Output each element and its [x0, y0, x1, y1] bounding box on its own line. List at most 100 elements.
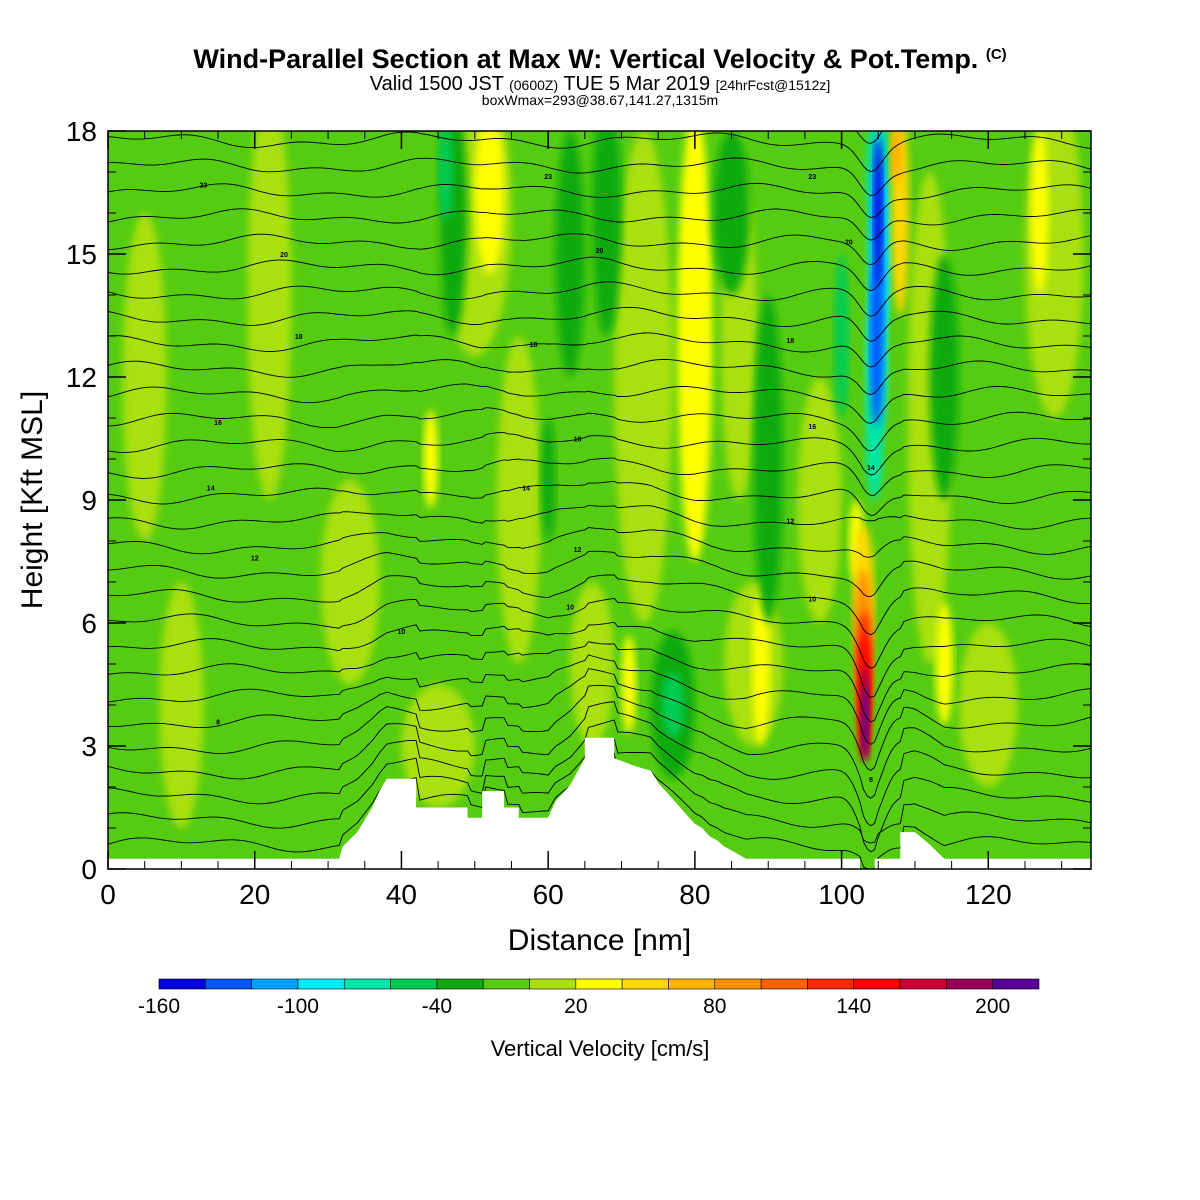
copyright-mark: (C)	[985, 46, 1007, 63]
title-main: Wind-Parallel Section at Max W: Vertical…	[193, 44, 979, 74]
isentrope-label: 10	[808, 596, 816, 603]
velocity-cell	[247, 131, 292, 500]
forecast-date: TUE 5 Mar 2019	[563, 73, 711, 95]
isentrope-label: 20	[596, 248, 604, 255]
colorbar-swatch	[992, 978, 1040, 990]
velocity-cell	[873, 139, 883, 287]
velocity-cell	[929, 254, 959, 500]
isentrope-label: 10	[566, 605, 574, 612]
isentrope-line	[108, 719, 1091, 853]
utc-time: (0600Z)	[509, 77, 559, 93]
isentrope-label: 23	[808, 174, 816, 181]
valid-time-line: Valid 1500 JST (0600Z) TUE 5 Mar 2019 [2…	[0, 73, 1200, 96]
isentrope-label: 16	[214, 420, 222, 427]
velocity-cell	[752, 582, 770, 746]
colorbar: -160 -100 -40 20 80 140 200 Vertical Velocity […	[138, 978, 1040, 1061]
isentrope-line	[108, 701, 1091, 827]
colorbar-swatch	[482, 978, 530, 990]
isentrope-label: 10	[398, 629, 406, 636]
isentrope-label: 16	[808, 424, 816, 431]
isentrope-line	[108, 182, 1091, 218]
velocity-cell	[614, 131, 673, 623]
y-tick-label: 9	[81, 485, 97, 516]
velocity-cell	[834, 254, 849, 418]
colorbar-swatch	[621, 978, 669, 990]
isentrope-line	[108, 621, 1091, 698]
colorbar-tick-label: 80	[703, 995, 726, 1018]
isentrope-line	[108, 358, 1091, 395]
colorbar-tick-label: 140	[836, 995, 871, 1018]
isentrope-line	[108, 457, 1091, 496]
colorbar-label: Vertical Velocity [cm/s]	[491, 1036, 710, 1061]
y-tick-label: 3	[81, 731, 97, 762]
isentrope-line	[108, 281, 1091, 317]
isentrope-label: 16	[574, 437, 582, 444]
velocity-cell	[159, 582, 204, 828]
colorbar-tick-label: -100	[277, 995, 319, 1018]
colorbar-tick-label: -40	[422, 995, 452, 1018]
x-tick-label: 40	[386, 879, 417, 910]
velocity-cell	[438, 131, 453, 222]
x-tick-label: 120	[965, 879, 1012, 910]
isentrope-lines	[108, 131, 1091, 869]
velocity-cell	[320, 479, 380, 685]
isentrope-labels: 23 23 23 20 20 20 18 18 18 16 16 16 14 14 14 12 12 12 10 10…	[199, 174, 874, 784]
isentrope-line	[108, 157, 1091, 197]
isentrope-label: 12	[786, 519, 794, 526]
velocity-cell	[555, 131, 585, 377]
colorbar-swatch	[899, 978, 947, 990]
isentrope-line	[108, 407, 1091, 452]
isentrope-label: 20	[280, 252, 288, 259]
valid-time: Valid 1500 JST	[369, 73, 504, 95]
colorbar-tick-label: 20	[564, 995, 587, 1018]
isentrope-line	[108, 432, 1091, 476]
isentrope-label: 14	[522, 486, 530, 493]
isentrope-line	[108, 233, 1091, 266]
isentrope-line	[108, 256, 1091, 292]
isentrope-line	[108, 480, 1091, 516]
velocity-cell	[713, 131, 750, 295]
terrain-mask	[108, 737, 1091, 869]
isentrope-line	[108, 550, 1091, 597]
colorbar-swatch	[436, 978, 484, 990]
isentrope-label: 14	[867, 465, 875, 472]
velocity-cell	[935, 602, 954, 726]
colorbar-tick-label: -160	[138, 995, 180, 1018]
colorbar-swatch	[575, 978, 623, 990]
colorbar-swatch	[853, 978, 901, 990]
velocity-cell	[661, 672, 684, 738]
velocity-cell	[890, 131, 903, 185]
velocity-cell	[496, 336, 541, 664]
velocity-cell	[1030, 131, 1049, 295]
isentrope-label: 23	[199, 182, 207, 189]
isentrope-line	[108, 208, 1091, 241]
velocity-cell	[797, 377, 842, 623]
y-tick-label: 12	[66, 362, 97, 393]
colorbar-swatch	[668, 978, 716, 990]
isentrope-line	[108, 654, 1091, 745]
velocity-cell	[753, 295, 783, 623]
y-tick-label: 18	[66, 116, 97, 147]
colorbar-swatch	[714, 978, 762, 990]
isentrope-label: 20	[845, 240, 853, 247]
y-tick-label: 6	[81, 608, 97, 639]
colorbar-swatch	[807, 978, 855, 990]
isentrope-line	[108, 504, 1091, 530]
terrain-profile	[108, 737, 1091, 869]
isentrope-line	[108, 641, 1091, 723]
isentrope-line	[108, 597, 1091, 669]
colorbar-swatch	[158, 978, 206, 990]
isentrope-label: 12	[574, 547, 582, 554]
isentrope-label: 12	[251, 555, 259, 562]
x-tick-label: 80	[679, 879, 710, 910]
isentrope-label: 18	[295, 334, 303, 341]
velocity-cell	[474, 131, 505, 275]
forecast-info: [24hrFcst@1512z]	[715, 77, 831, 93]
velocity-cell	[958, 623, 1018, 787]
y-tick-label: 0	[81, 854, 97, 885]
velocity-cell	[677, 131, 713, 562]
box-max-info: boxWmax=293@38.67,141.27,1315m	[481, 92, 719, 108]
velocity-cell	[570, 582, 615, 746]
isentrope-line	[108, 131, 1091, 172]
isentrope-line	[108, 668, 1091, 771]
